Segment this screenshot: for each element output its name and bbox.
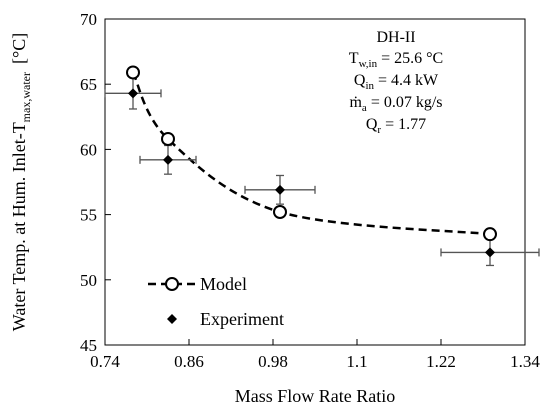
x-tick-label: 0.86: [174, 352, 204, 371]
y-axis-title-unit: [°C]: [9, 33, 29, 64]
x-tick-label: 1.34: [510, 352, 540, 371]
legend-model-label: Model: [200, 274, 247, 294]
y-axis-ticks: 45 50 55 60 65 70: [80, 10, 111, 355]
legend-experiment-marker: [167, 314, 177, 324]
annotation-line-2: Qin = 4.4 kW: [354, 72, 439, 92]
experiment-error-bar: [139, 144, 197, 175]
annotation-line-3: ṁa = 0.07 kg/s: [349, 94, 442, 114]
experiment-point: [128, 88, 138, 99]
model-point: [483, 227, 497, 242]
x-tick-label: 1.22: [426, 352, 456, 371]
y-axis-title: Water Temp. at Hum. Inlet-Tmax,water [°C]: [9, 33, 33, 331]
model-point: [161, 131, 175, 146]
experiment-point: [275, 184, 285, 195]
experiment-points: [128, 88, 495, 258]
y-axis-title-main: Water Temp. at Hum. Inlet-T: [9, 122, 29, 331]
y-tick-label: 60: [80, 140, 97, 159]
annotation-line-1: Tw,in = 25.6 °C: [349, 50, 443, 70]
annotation-line-4: Qr = 1.77: [366, 116, 426, 136]
annotation-title: DH-II: [376, 29, 415, 46]
x-tick-label: 1.1: [346, 352, 367, 371]
y-axis-title-sub: max,water: [19, 72, 33, 122]
experiment-point: [163, 154, 173, 165]
experiment-point: [485, 247, 495, 258]
model-dashed-curve: [131, 71, 491, 236]
plot-frame: [104, 18, 526, 346]
experiment-error-bars: [104, 77, 540, 267]
legend-model-marker: [165, 277, 179, 291]
x-axis-ticks: 0.74 0.86 0.98 1.1 1.22 1.34: [90, 339, 540, 371]
y-tick-label: 55: [80, 206, 97, 225]
annotation-box: DH-II Tw,in = 25.6 °C Qin = 4.4 kW ṁa = …: [349, 29, 443, 136]
model-points: [126, 65, 497, 242]
legend: Model Experiment: [148, 274, 284, 329]
x-axis-title: Mass Flow Rate Ratio: [235, 386, 396, 406]
x-tick-label: 0.74: [90, 352, 120, 371]
legend-experiment-label: Experiment: [200, 309, 284, 329]
y-tick-label: 65: [80, 75, 97, 94]
y-tick-label: 45: [80, 336, 97, 355]
y-tick-label: 50: [80, 271, 97, 290]
model-point: [126, 65, 140, 80]
x-tick-label: 0.98: [258, 352, 288, 371]
y-tick-label: 70: [80, 10, 97, 29]
model-point: [273, 204, 287, 219]
